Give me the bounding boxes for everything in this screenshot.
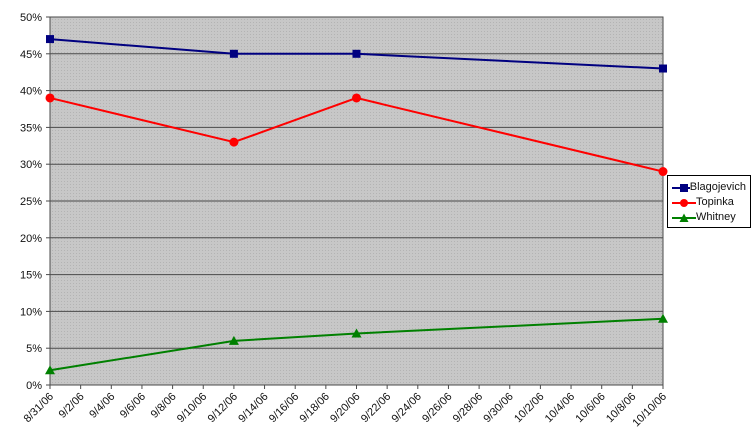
y-axis-tick-label: 20% <box>20 233 42 245</box>
x-axis-tick-label: 9/14/06 <box>236 391 270 425</box>
y-axis-tick-label: 5% <box>26 343 42 355</box>
legend-item-whitney: Whitney <box>672 210 746 225</box>
x-axis-tick-label: 9/24/06 <box>389 391 423 425</box>
series-line-blagojevich-data-point <box>659 64 667 73</box>
x-axis-tick-label: 9/16/06 <box>267 391 301 425</box>
series-line-topinka-data-point <box>352 93 361 103</box>
x-axis-tick-label: 10/2/06 <box>512 391 546 425</box>
x-axis-tick-label: 9/4/06 <box>87 391 117 421</box>
x-axis-tick-label: 9/22/06 <box>359 391 393 425</box>
y-axis-tick-label: 0% <box>26 380 42 392</box>
x-axis-tick-label: 9/28/06 <box>451 391 485 425</box>
legend-label: Topinka <box>696 196 734 208</box>
series-line-whitney-data-point <box>45 365 55 375</box>
y-axis-tick-label: 15% <box>20 270 42 282</box>
legend: Blagojevich Topinka Whitney <box>667 175 751 228</box>
series-line-whitney-data-point <box>658 313 668 323</box>
legend-item-blagojevich: Blagojevich <box>672 180 746 195</box>
legend-square-marker-icon <box>672 183 690 192</box>
series-line-topinka-data-point <box>658 167 668 177</box>
series-line-blagojevich-data-point <box>352 49 361 58</box>
series-line-topinka-data-point <box>229 137 239 147</box>
series-line-whitney-data-point <box>351 328 362 338</box>
x-axis-tick-label: 9/26/06 <box>420 391 454 425</box>
x-axis-tick-label: 9/10/06 <box>175 391 209 425</box>
y-axis-tick-label: 50% <box>20 12 42 24</box>
x-axis-tick-label: 10/4/06 <box>543 391 577 425</box>
series-line-topinka <box>49 96 664 173</box>
series-line-whitney-data-point <box>228 335 239 345</box>
legend-circle-marker-icon <box>672 198 696 207</box>
x-axis-tick-label: 9/2/06 <box>57 391 87 421</box>
legend-label: Whitney <box>696 211 736 223</box>
series-line-topinka-data-point <box>45 93 55 103</box>
series-line-blagojevich <box>49 38 664 70</box>
x-axis-tick-label: 10/10/06 <box>630 391 669 430</box>
series-line-blagojevich-data-point <box>46 35 54 44</box>
y-axis-tick-label: 10% <box>20 306 42 318</box>
x-axis-tick-label: 9/30/06 <box>481 391 515 425</box>
x-axis-tick-label: 9/18/06 <box>298 391 332 425</box>
y-axis-tick-label: 25% <box>20 196 42 208</box>
legend-triangle-marker-icon <box>672 213 696 222</box>
y-axis-tick-label: 45% <box>20 49 42 61</box>
series-line-blagojevich-data-point <box>229 49 238 58</box>
x-axis-tick-label: 9/20/06 <box>328 391 362 425</box>
x-axis-tick-label: 9/6/06 <box>118 391 148 421</box>
y-axis-tick-label: 35% <box>20 122 42 134</box>
x-axis-tick-label: 9/12/06 <box>206 391 240 425</box>
x-axis-tick-label: 10/6/06 <box>573 391 607 425</box>
series-line-whitney <box>49 317 664 372</box>
y-axis-tick-label: 30% <box>20 159 42 171</box>
legend-label: Blagojevich <box>689 181 746 193</box>
x-axis-tick-label: 8/31/06 <box>22 391 56 425</box>
y-axis-tick-label: 40% <box>20 86 42 98</box>
legend-item-topinka: Topinka <box>672 195 746 210</box>
